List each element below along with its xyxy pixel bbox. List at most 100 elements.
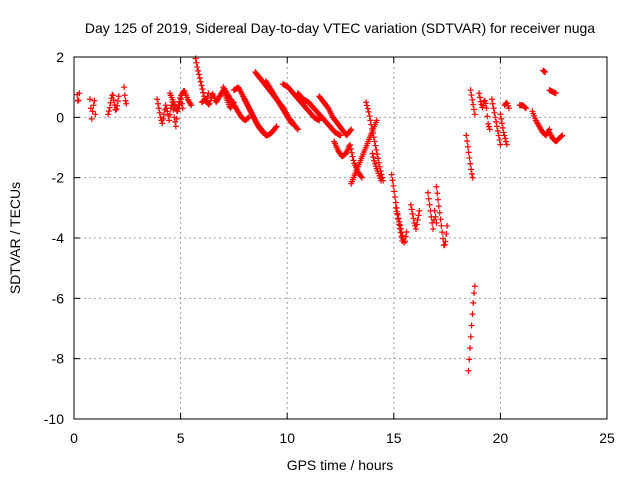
data-point	[492, 114, 499, 121]
data-point	[443, 231, 450, 238]
data-point	[502, 135, 509, 142]
data-point	[442, 238, 449, 245]
data-point	[426, 201, 433, 208]
data-point	[439, 229, 446, 236]
data-point	[399, 232, 406, 239]
data-point	[174, 105, 181, 112]
data-segment	[463, 132, 476, 181]
data-point	[207, 97, 214, 104]
data-segment	[331, 138, 365, 181]
data-point	[90, 102, 97, 109]
data-point	[412, 225, 419, 232]
data-point	[494, 127, 501, 134]
data-point	[164, 108, 171, 115]
x-axis-label: GPS time / hours	[287, 457, 394, 473]
data-point	[408, 206, 415, 213]
data-point	[160, 111, 167, 118]
x-tick-label: 25	[599, 430, 615, 446]
data-segment	[369, 150, 385, 184]
data-segment	[316, 93, 355, 138]
data-point	[468, 92, 475, 99]
data-point	[413, 221, 420, 228]
data-segment	[363, 99, 387, 184]
data-point	[179, 105, 186, 112]
data-point	[370, 134, 377, 141]
data-point	[392, 199, 399, 206]
data-point	[366, 113, 373, 120]
data-point	[497, 141, 504, 148]
data-points	[74, 55, 566, 374]
data-segment	[262, 78, 295, 127]
data-point	[195, 71, 202, 78]
data-point	[488, 96, 495, 103]
data-point	[425, 195, 432, 202]
data-point	[272, 124, 279, 131]
data-point	[464, 143, 471, 150]
data-point	[273, 123, 280, 130]
data-point	[367, 117, 374, 124]
data-segment	[516, 102, 529, 112]
data-point	[114, 98, 121, 105]
data-segment	[433, 183, 451, 249]
y-tick-label: -4	[52, 230, 65, 246]
data-point	[465, 367, 472, 374]
data-point	[493, 123, 500, 130]
data-point	[467, 333, 474, 340]
data-point	[373, 117, 380, 124]
data-point	[371, 157, 378, 164]
data-point	[559, 132, 566, 139]
data-point	[469, 96, 476, 103]
data-point	[391, 188, 398, 195]
data-point	[173, 115, 180, 122]
data-point	[388, 171, 395, 178]
data-segment	[546, 87, 559, 97]
data-point	[114, 102, 121, 109]
data-point	[476, 94, 483, 101]
y-tick-label: -2	[52, 170, 65, 186]
data-point	[433, 219, 440, 226]
data-point	[499, 124, 506, 131]
data-point	[484, 113, 491, 120]
data-point	[363, 102, 370, 109]
data-point	[105, 111, 112, 118]
data-point	[471, 283, 478, 290]
data-point	[244, 115, 251, 122]
data-segment	[241, 96, 280, 139]
data-segment	[465, 283, 478, 374]
data-point	[193, 59, 200, 66]
data-point	[294, 126, 301, 133]
data-point	[389, 177, 396, 184]
data-point	[392, 204, 399, 211]
data-point	[490, 105, 497, 112]
data-point	[372, 142, 379, 149]
data-point	[436, 209, 443, 216]
data-point	[393, 208, 400, 215]
data-point	[394, 211, 401, 218]
data-point	[89, 108, 96, 115]
data-point	[123, 100, 130, 107]
data-point	[416, 207, 423, 214]
data-point	[497, 111, 504, 118]
data-point	[522, 105, 529, 112]
data-point	[409, 210, 416, 217]
data-point	[375, 155, 382, 162]
data-point	[369, 150, 376, 157]
data-point	[435, 196, 442, 203]
data-point	[113, 105, 120, 112]
data-point	[347, 142, 354, 149]
data-point	[121, 92, 128, 99]
data-point	[552, 90, 559, 97]
data-point	[397, 222, 404, 229]
data-segment	[424, 189, 440, 232]
data-point	[466, 356, 473, 363]
data-point	[558, 133, 565, 140]
data-point	[470, 101, 477, 108]
data-segment	[294, 90, 344, 139]
data-point	[401, 238, 408, 245]
data-point	[166, 117, 173, 124]
data-point	[368, 121, 375, 128]
data-point	[465, 149, 472, 156]
y-tick-label: 0	[56, 109, 64, 125]
data-point	[198, 82, 205, 89]
